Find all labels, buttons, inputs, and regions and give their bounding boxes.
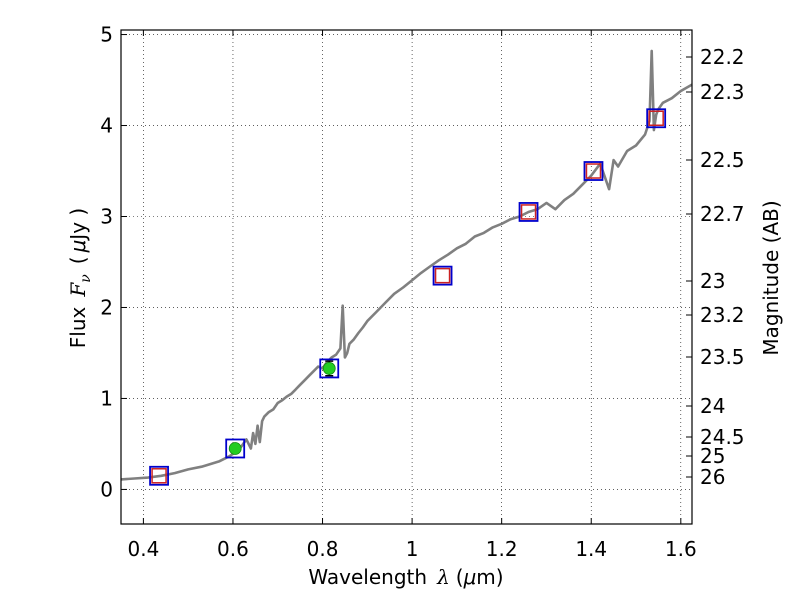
mag-tick-label-3: 22.7 — [700, 202, 745, 226]
mag-tick-label-8: 24.5 — [700, 425, 745, 449]
y-tick-label-4: 4 — [100, 114, 113, 138]
y-tick-label-5: 5 — [100, 23, 113, 47]
observed-point-0 — [228, 442, 242, 455]
y2-axis-label: Magnitude (AB) — [759, 200, 783, 355]
grid-lines — [121, 30, 692, 524]
model-photometry-marker-6 — [646, 108, 667, 129]
mag-tick-label-1: 22.3 — [700, 80, 745, 104]
axis-ticks: 0.4 0.6 0.8 1 1.2 1.4 1.6 0 1 2 3 4 5 — [100, 23, 696, 561]
x-tick-label-0: 0.4 — [127, 537, 159, 561]
upper-limit-marker-1 — [434, 267, 451, 284]
x-tick-label-1: 0.6 — [217, 537, 249, 561]
x-tick-label-2: 0.8 — [307, 537, 339, 561]
y-axis-label: FluxFν(μJy ) — [66, 208, 94, 348]
spectrum-series — [120, 49, 693, 481]
mag-tick-label-6: 23.5 — [700, 345, 745, 369]
model-photometry-marker-1 — [225, 438, 246, 459]
model-photometry-marker-3 — [432, 265, 453, 286]
x-tick-label-3: 1 — [406, 537, 419, 561]
model-photometry-marker-2 — [319, 358, 340, 379]
x-tick-label-5: 1.4 — [575, 537, 607, 561]
plot-frame — [120, 29, 693, 525]
x-tick-label-4: 1.2 — [486, 537, 518, 561]
upper-limit-marker-2 — [520, 204, 537, 220]
upper-limit-marker-3 — [585, 163, 602, 179]
mag-tick-label-9: 25 — [700, 444, 725, 468]
mag-tick-label-7: 24 — [700, 394, 725, 418]
mag-tick-label-4: 23 — [700, 269, 725, 293]
x-axis-label: Wavelength λ (μm) — [308, 565, 503, 589]
y-tick-label-2: 2 — [100, 295, 113, 319]
upper-limit-marker-4 — [648, 110, 664, 126]
mag-tick-label-5: 23.2 — [700, 303, 745, 327]
upper-limit-marker-0 — [151, 468, 167, 484]
mag-tick-label-0: 22.2 — [700, 45, 745, 69]
model-photometry-marker-5 — [583, 161, 604, 181]
x-tick-label-6: 1.6 — [665, 537, 697, 561]
mag-tick-label-10: 26 — [700, 465, 725, 489]
y-tick-label-3: 3 — [100, 205, 113, 229]
mag-tick-label-2: 22.5 — [700, 148, 745, 172]
photometry-markers — [149, 108, 667, 486]
model-photometry-marker-4 — [518, 202, 539, 222]
y-tick-label-1: 1 — [100, 386, 113, 410]
spectrum-line — [120, 49, 693, 481]
y-tick-label-0: 0 — [100, 477, 113, 501]
model-photometry-marker-0 — [149, 465, 169, 486]
observed-point-1 — [322, 362, 336, 375]
